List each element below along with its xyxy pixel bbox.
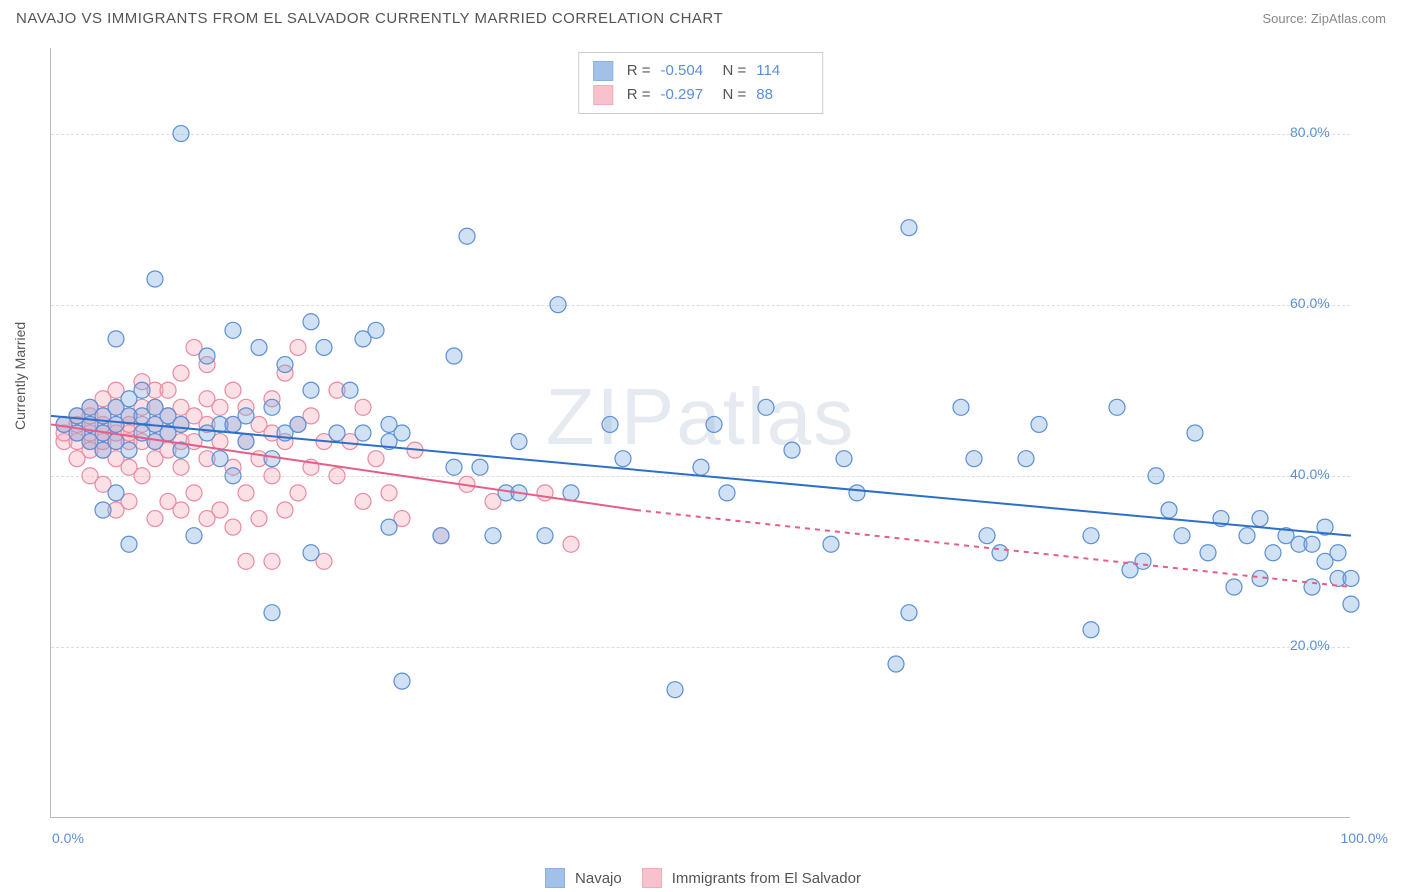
- swatch-navajo: [593, 61, 613, 81]
- y-axis-label: Currently Married: [12, 322, 28, 430]
- legend-row-elsalvador: R = -0.297 N = 88: [593, 83, 809, 107]
- plot-area: ZIPatlas R = -0.504 N = 114 R = -0.297 N…: [50, 48, 1350, 818]
- r-value-navajo: -0.504: [661, 59, 713, 83]
- correlation-legend: R = -0.504 N = 114 R = -0.297 N = 88: [578, 52, 824, 114]
- series-legend: Navajo Immigrants from El Salvador: [545, 868, 861, 888]
- x-axis-max: 100.0%: [1341, 830, 1388, 846]
- y-tick-label: 80.0%: [1290, 124, 1330, 140]
- legend-row-navajo: R = -0.504 N = 114: [593, 59, 809, 83]
- legend-item-navajo: Navajo: [545, 868, 622, 888]
- n-label: N =: [723, 83, 747, 107]
- y-tick-label: 40.0%: [1290, 466, 1330, 482]
- legend-item-elsalvador: Immigrants from El Salvador: [642, 868, 861, 888]
- swatch-navajo: [545, 868, 565, 888]
- r-value-elsalvador: -0.297: [661, 83, 713, 107]
- r-label: R =: [627, 83, 651, 107]
- series-label-elsalvador: Immigrants from El Salvador: [672, 870, 861, 887]
- scatter-plot: [51, 48, 1350, 817]
- y-tick-label: 60.0%: [1290, 295, 1330, 311]
- chart-title: NAVAJO VS IMMIGRANTS FROM EL SALVADOR CU…: [16, 10, 723, 27]
- n-value-navajo: 114: [756, 59, 808, 83]
- swatch-elsalvador: [593, 85, 613, 105]
- n-label: N =: [723, 59, 747, 83]
- chart-header: NAVAJO VS IMMIGRANTS FROM EL SALVADOR CU…: [0, 0, 1406, 33]
- source-attribution: Source: ZipAtlas.com: [1262, 11, 1386, 26]
- r-label: R =: [627, 59, 651, 83]
- swatch-elsalvador: [642, 868, 662, 888]
- n-value-elsalvador: 88: [756, 83, 808, 107]
- x-axis-min: 0.0%: [52, 830, 84, 846]
- series-label-navajo: Navajo: [575, 870, 622, 887]
- y-tick-label: 20.0%: [1290, 637, 1330, 653]
